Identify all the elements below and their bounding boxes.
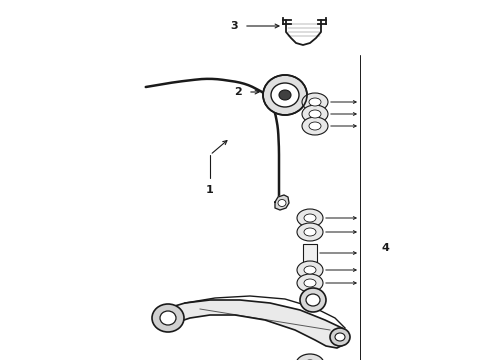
Ellipse shape: [335, 333, 345, 341]
Ellipse shape: [304, 279, 316, 287]
Bar: [303, 244, 317, 262]
Ellipse shape: [278, 199, 286, 207]
Ellipse shape: [309, 98, 321, 106]
Text: 1: 1: [206, 185, 214, 195]
Polygon shape: [155, 300, 348, 348]
Text: 3: 3: [230, 21, 238, 31]
Ellipse shape: [271, 83, 299, 107]
Text: 2: 2: [234, 87, 242, 97]
Ellipse shape: [309, 122, 321, 130]
Ellipse shape: [302, 105, 328, 123]
Polygon shape: [275, 195, 289, 210]
Ellipse shape: [297, 223, 323, 241]
Ellipse shape: [304, 266, 316, 274]
Ellipse shape: [302, 117, 328, 135]
Ellipse shape: [309, 110, 321, 118]
Ellipse shape: [279, 90, 291, 100]
Ellipse shape: [297, 209, 323, 227]
Ellipse shape: [306, 294, 320, 306]
Ellipse shape: [160, 311, 176, 325]
Ellipse shape: [304, 214, 316, 222]
Ellipse shape: [263, 75, 307, 115]
Ellipse shape: [330, 328, 350, 346]
Ellipse shape: [304, 228, 316, 236]
Ellipse shape: [297, 274, 323, 292]
Text: 4: 4: [381, 243, 389, 253]
Ellipse shape: [302, 93, 328, 111]
Ellipse shape: [152, 304, 184, 332]
Ellipse shape: [297, 261, 323, 279]
Ellipse shape: [296, 354, 324, 360]
Ellipse shape: [300, 288, 326, 312]
